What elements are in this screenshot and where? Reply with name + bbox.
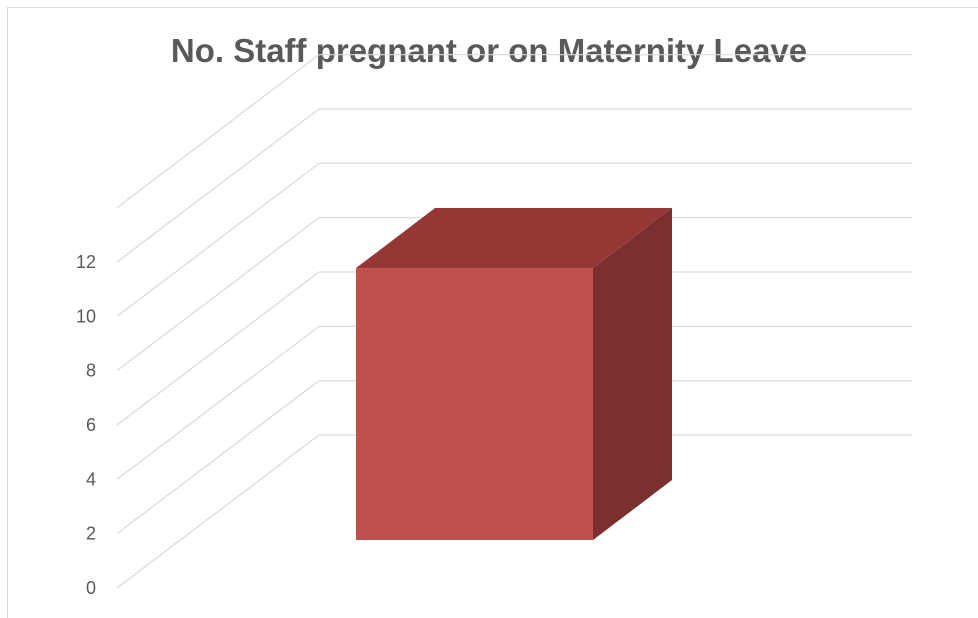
bars	[356, 208, 672, 541]
y-tick-label: 8	[86, 361, 96, 381]
gridline-diagonal	[116, 162, 320, 317]
y-axis-ticks: 0 2 4 6 8 10 12	[76, 252, 96, 598]
y-tick-label: 12	[76, 252, 96, 272]
y-tick-label: 0	[86, 578, 96, 598]
y-tick-label: 6	[86, 415, 96, 435]
gridline-diagonal	[116, 325, 320, 480]
gridline-diagonal	[116, 54, 320, 209]
gridline-diagonal	[116, 217, 320, 372]
bar	[356, 268, 593, 540]
y-tick-label: 2	[86, 524, 96, 544]
y-tick-label: 10	[76, 306, 96, 326]
bar-side	[593, 208, 672, 541]
gridline-diagonal	[116, 434, 320, 589]
chart-title: No. Staff pregnant or on Maternity Leave	[170, 32, 808, 69]
y-tick-label: 4	[86, 469, 96, 489]
bar-top	[356, 208, 672, 269]
gridline-diagonal	[116, 271, 320, 426]
gridline-diagonal	[116, 380, 320, 535]
gridline-diagonal	[116, 108, 320, 263]
